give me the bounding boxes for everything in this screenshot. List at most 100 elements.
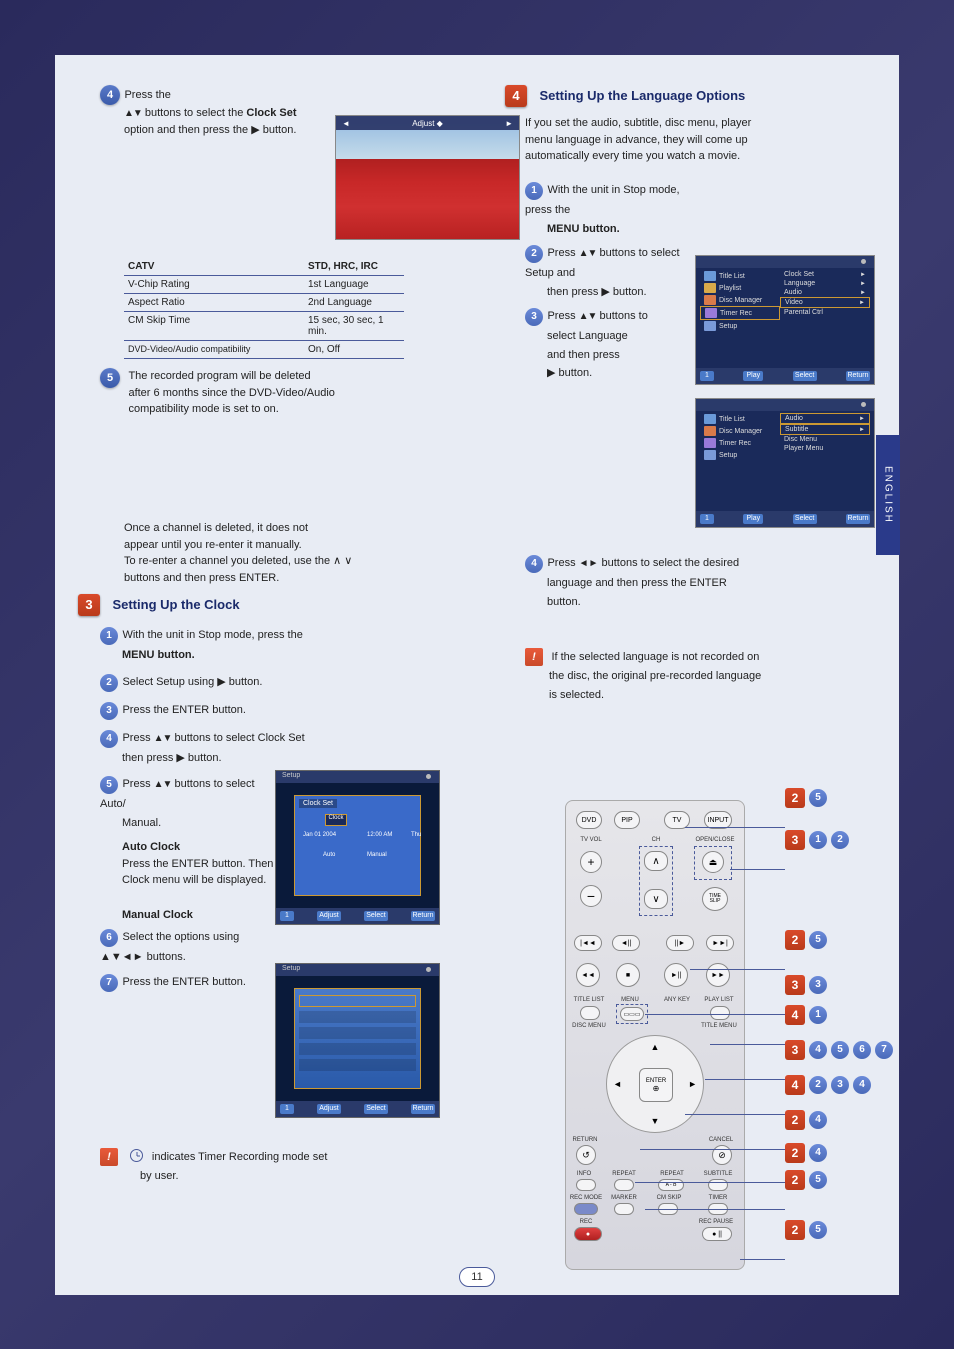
pip-button[interactable]: PIP: [614, 811, 640, 829]
left-arrow-icon[interactable]: ◄: [613, 1079, 622, 1089]
dpad: ▲ ▼ ◄ ► ENTER⊕: [606, 1035, 704, 1133]
remote-control: DVD PIP TV INPUT TV VOL CH OPEN/CLOSE + …: [565, 800, 745, 1270]
info-button[interactable]: [576, 1179, 596, 1191]
setup-screenshot-2: Setup 1 Adjust Select Return: [275, 963, 440, 1118]
section4-title: Setting Up the Language Options: [539, 88, 745, 103]
recpause-button[interactable]: ● ||: [702, 1227, 732, 1241]
eject-button[interactable]: ⏏: [702, 851, 724, 873]
callout-step: 2: [831, 831, 849, 849]
step-n-7: 7: [100, 974, 118, 992]
stop-button[interactable]: ■: [616, 963, 640, 987]
rew-button[interactable]: ◄◄: [576, 963, 600, 987]
leader-line: [640, 1149, 785, 1150]
right-arrow-icon[interactable]: ►: [688, 1079, 697, 1089]
chevron-right-icon: ►: [859, 427, 865, 433]
updown-icon: ▲▼: [154, 779, 172, 790]
disc-icon: [704, 426, 716, 436]
clock-icon: [130, 1149, 143, 1162]
bar-mode: Adjust ◆: [412, 119, 443, 128]
vol-up-button[interactable]: +: [580, 851, 602, 873]
gear-icon: [704, 450, 716, 460]
ss-bottombar: 1 Play Select Return: [696, 368, 874, 384]
updown-icon: ▲▼: [579, 311, 597, 322]
down-arrow-icon[interactable]: ▼: [651, 1116, 660, 1126]
titlelist-button[interactable]: [580, 1006, 600, 1020]
leader-line: [740, 1259, 785, 1260]
step5-block: 5 The recorded program will be deleted a…: [100, 368, 458, 418]
s4-t1: Press the: [124, 89, 170, 101]
rec-button[interactable]: ●: [574, 1227, 602, 1241]
dvd-button[interactable]: DVD: [576, 811, 602, 829]
dot-icon: [426, 774, 431, 779]
ch-up-button[interactable]: ∧: [644, 851, 668, 871]
clock-mini-icon: [704, 438, 716, 448]
callout-step: 4: [809, 1144, 827, 1162]
step-n-6: 6: [100, 929, 118, 947]
step-n-2: 2: [525, 245, 543, 263]
timeslip-button[interactable]: TIMESLIP: [702, 887, 728, 911]
section3-header: 3 Setting Up the Clock: [78, 594, 240, 616]
callout-section: 4: [785, 1075, 805, 1095]
callout-section: 3: [785, 975, 805, 995]
l2: after 6 months since the DVD-Video/Audio: [128, 387, 334, 399]
s4-t3: Clock Set: [246, 107, 296, 119]
vol-down-button[interactable]: −: [580, 885, 602, 907]
marker-button[interactable]: [614, 1203, 634, 1215]
cancel-button[interactable]: ⊘: [712, 1145, 732, 1165]
stepfwd-button[interactable]: ||►: [666, 935, 694, 951]
ch-down-button[interactable]: ∨: [644, 889, 668, 909]
leader-line: [710, 1044, 785, 1045]
language-tab: ENGLISH: [876, 435, 900, 555]
playlist-button[interactable]: [710, 1006, 730, 1020]
l1: The recorded program will be deleted: [128, 370, 310, 382]
chevron-right-icon: ►: [859, 300, 865, 306]
step-n-3: 3: [100, 702, 118, 720]
step-badge-4: 4: [100, 85, 120, 105]
callout: 25: [785, 930, 827, 950]
step-badge-5: 5: [100, 368, 120, 388]
callout-step: 6: [853, 1041, 871, 1059]
callout-step: 5: [809, 1221, 827, 1239]
options-table: CATVSTD, HRC, IRC V-Chip Rating1st Langu…: [124, 250, 404, 359]
repeat-button[interactable]: [614, 1179, 634, 1191]
callout-step: 5: [809, 931, 827, 949]
next-button[interactable]: ►►|: [706, 935, 734, 951]
callout: 312: [785, 830, 849, 850]
repeat-ab-button[interactable]: A - B: [658, 1179, 684, 1191]
step-n-3: 3: [525, 308, 543, 326]
disc-icon: [704, 295, 716, 305]
step-n-1: 1: [100, 627, 118, 645]
updown-icon: ▲▼: [154, 733, 172, 744]
play-button[interactable]: ►||: [664, 963, 688, 987]
s4-t2: buttons to select the: [145, 107, 243, 119]
photo-flowers: [336, 159, 519, 239]
recmode-button[interactable]: [574, 1203, 598, 1215]
return-button[interactable]: ↺: [576, 1145, 596, 1165]
ss-bottombar: 1 Adjust Select Return: [276, 908, 439, 924]
up-arrow-icon[interactable]: ▲: [651, 1042, 660, 1052]
step-n-1: 1: [525, 182, 543, 200]
ff-button[interactable]: ►►: [706, 963, 730, 987]
section4-steps: 1 With the unit in Stop mode, press theM…: [525, 180, 705, 388]
chevron-right-icon: ►: [859, 416, 865, 422]
callout-step: 5: [809, 1171, 827, 1189]
stepback-button[interactable]: ◄||: [612, 935, 640, 951]
step-n-5: 5: [100, 776, 118, 794]
page-number: 11: [459, 1267, 495, 1287]
table-row: CATVSTD, HRC, IRC: [124, 258, 404, 276]
leader-line: [690, 969, 785, 970]
ss-topbar: Setup: [276, 771, 439, 783]
prev-button[interactable]: |◄◄: [574, 935, 602, 951]
callout-step: 7: [875, 1041, 893, 1059]
callout-step: 4: [809, 1041, 827, 1059]
setup-panel: Clock Set Clock Jan 01 2004 12:00 AM Thu…: [294, 795, 421, 896]
callout: 34567: [785, 1040, 893, 1060]
enter-button[interactable]: ENTER⊕: [639, 1068, 673, 1102]
leader-line: [730, 869, 785, 870]
gear-icon: [704, 321, 716, 331]
table-row: DVD-Video/Audio compatibilityOn, Off: [124, 341, 404, 359]
leader-line: [645, 1209, 785, 1210]
ss-topbar: [696, 256, 874, 268]
menu-button[interactable]: ▭▭▭: [620, 1007, 644, 1021]
subtitle-button[interactable]: [708, 1179, 728, 1191]
